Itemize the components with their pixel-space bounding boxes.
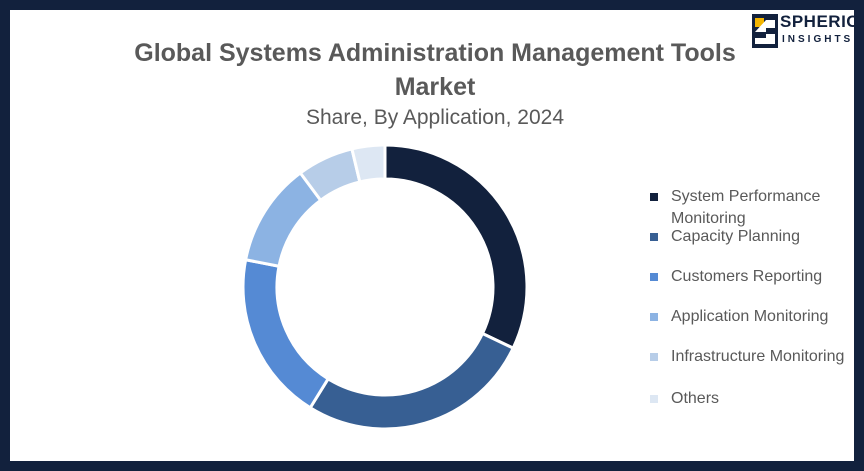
legend-swatch xyxy=(650,273,658,281)
donut-slice-1 xyxy=(383,143,529,351)
chart-title: Global Systems Administration Management… xyxy=(134,39,736,101)
legend-swatch xyxy=(650,353,658,361)
legend-label: Application Monitoring xyxy=(671,308,829,325)
donut-slice-6 xyxy=(350,143,387,184)
legend-label: Others xyxy=(671,390,720,407)
donut-chart xyxy=(241,143,529,431)
legend-label: System Performance Monitoring xyxy=(671,188,821,227)
legend-swatch xyxy=(650,193,658,201)
logo-brand-text: SPHERICAL xyxy=(780,12,864,31)
donut-slice-2 xyxy=(308,331,516,431)
logo-sub-text: INSIGHTS xyxy=(782,34,854,45)
legend-swatch xyxy=(650,313,658,321)
chart-subtitle: Share, By Application, 2024 xyxy=(305,106,564,129)
legend-label: Capacity Planning xyxy=(671,228,800,245)
legend-swatch xyxy=(650,233,658,241)
legend-label: Customers Reporting xyxy=(671,268,823,285)
logo-mark-icon xyxy=(752,14,778,48)
legend-swatch xyxy=(650,395,658,403)
spherical-insights-logo: SPHERICAL INSIGHTS xyxy=(752,12,864,52)
donut-slice-3 xyxy=(241,257,331,410)
legend-label: Infrastructure Monitoring xyxy=(671,348,845,365)
